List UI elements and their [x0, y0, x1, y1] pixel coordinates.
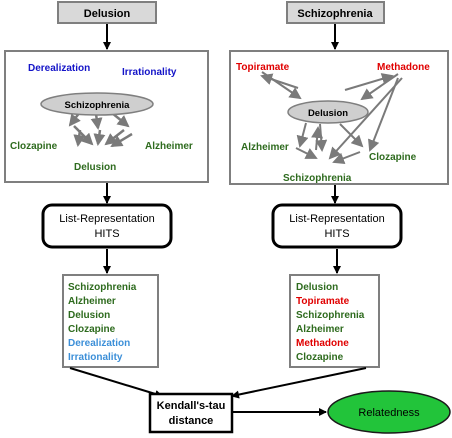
distance-box [148, 392, 234, 434]
right-center-label: Delusion [308, 108, 348, 119]
right-node-alzheimer: Alzheimer [241, 142, 289, 153]
right-rank-4: Alzheimer [296, 324, 344, 335]
left-header-label: Delusion [84, 8, 131, 20]
left-rank-1: Schizophrenia [68, 282, 137, 293]
result-label: Relatedness [358, 407, 420, 419]
right-ranking-box [289, 274, 380, 368]
left-ranking-box [62, 274, 159, 368]
left-header-box [57, 1, 157, 24]
left-rank-6: Irrationality [68, 352, 123, 363]
left-node-alzheimer: Alzheimer [145, 141, 193, 152]
right-process-line1: List-Representation [289, 213, 384, 225]
result-node [327, 390, 451, 434]
left-node-delusion: Delusion [74, 162, 116, 173]
left-ranking-list: Schizophrenia Alzheimer Delusion Clozapi… [68, 282, 137, 363]
left-to-distance-arrow [69, 367, 163, 398]
distance-line1: Kendall's-tau [157, 400, 226, 412]
left-process-line2: HITS [94, 228, 119, 240]
right-to-distance-arrow [231, 367, 367, 399]
right-node-topiramate: Topiramate [236, 62, 290, 73]
right-ranking-list: Delusion Topiramate Schizophrenia Alzhei… [296, 282, 365, 363]
left-center-label: Schizophrenia [65, 100, 131, 111]
right-rank-6: Clozapine [296, 352, 344, 363]
left-rank-4: Clozapine [68, 324, 116, 335]
left-rank-3: Delusion [68, 310, 110, 321]
right-process-line2: HITS [324, 228, 349, 240]
left-center-node [40, 92, 154, 116]
right-header-label: Schizophrenia [297, 8, 373, 20]
left-rank-5: Derealization [68, 338, 130, 349]
right-process-box [271, 203, 403, 249]
right-rank-5: Methadone [296, 338, 349, 349]
right-center-node [287, 100, 369, 124]
left-node-derealization: Derealization [28, 63, 90, 74]
right-rank-1: Delusion [296, 282, 338, 293]
right-header-box [286, 1, 385, 24]
right-node-methadone: Methadone [377, 62, 430, 73]
right-rank-3: Schizophrenia [296, 310, 365, 321]
right-graph-edges [260, 71, 403, 165]
left-node-irrationality: Irrationality [122, 67, 177, 78]
right-node-schizophrenia: Schizophrenia [283, 173, 352, 184]
right-rank-2: Topiramate [296, 296, 350, 307]
left-node-clozapine: Clozapine [10, 141, 58, 152]
right-node-clozapine: Clozapine [369, 152, 417, 163]
left-graph-box [4, 50, 209, 183]
left-process-box [41, 203, 173, 249]
left-rank-2: Alzheimer [68, 296, 116, 307]
distance-line2: distance [169, 415, 214, 427]
left-process-line1: List-Representation [59, 213, 154, 225]
